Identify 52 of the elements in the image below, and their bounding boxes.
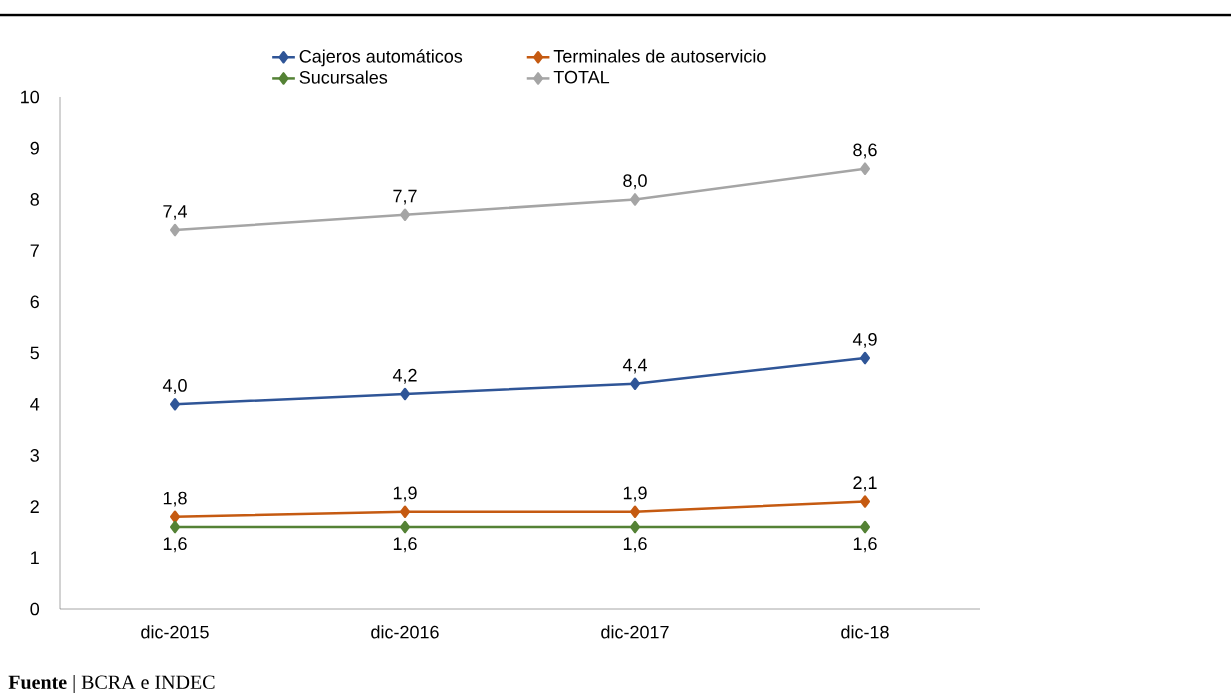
legend-label: Terminales de autoservicio bbox=[553, 49, 766, 63]
legend-label: Cajeros automáticos bbox=[299, 49, 463, 67]
data-label: 1,6 bbox=[853, 537, 877, 553]
data-label: 1,6 bbox=[623, 537, 647, 553]
x-tick-label: dic-2016 bbox=[371, 625, 439, 639]
point bbox=[170, 397, 180, 411]
data-label: 1,6 bbox=[393, 537, 417, 553]
y-tick-label: 6 bbox=[30, 295, 39, 309]
y-tick-label: 7 bbox=[30, 244, 39, 257]
point bbox=[170, 510, 180, 524]
y-tick-label: 2 bbox=[30, 500, 39, 513]
data-label: 4,9 bbox=[852, 332, 877, 348]
point bbox=[400, 208, 411, 222]
point bbox=[170, 223, 180, 237]
point bbox=[400, 505, 411, 518]
point bbox=[860, 351, 871, 365]
x-tick-label: dic-2017 bbox=[601, 625, 669, 639]
y-tick-label: 3 bbox=[30, 449, 39, 462]
data-label: 1,6 bbox=[163, 537, 187, 553]
point bbox=[400, 520, 411, 534]
data-label: 4,4 bbox=[622, 358, 647, 374]
x-tick-label: dic-18 bbox=[841, 625, 889, 639]
point bbox=[630, 505, 641, 518]
point bbox=[170, 520, 180, 534]
data-label: 4,0 bbox=[162, 379, 187, 394]
text: Fuente | BCRA e INDEC bbox=[8, 674, 215, 694]
data-label: 2,1 bbox=[853, 476, 877, 492]
y-tick-label: 0 bbox=[30, 602, 40, 616]
point bbox=[860, 495, 871, 508]
legend-label: Sucursales bbox=[299, 70, 388, 84]
data-label: 4,2 bbox=[392, 368, 417, 384]
data-label: 1,8 bbox=[163, 491, 187, 507]
y-tick-label: 1 bbox=[31, 551, 39, 564]
data-label: 1,9 bbox=[393, 486, 417, 502]
data-label: 8,6 bbox=[853, 143, 877, 159]
point bbox=[630, 377, 641, 390]
y-tick-label: 9 bbox=[30, 141, 39, 155]
point bbox=[630, 193, 641, 206]
legend-label: TOTAL bbox=[553, 70, 610, 84]
data-label: 7,4 bbox=[163, 205, 187, 220]
y-tick-label: 10 bbox=[21, 90, 40, 104]
point bbox=[400, 387, 411, 401]
data-label: 7,7 bbox=[393, 189, 417, 205]
y-tick-label: 5 bbox=[30, 346, 39, 360]
point bbox=[630, 520, 641, 534]
point bbox=[860, 520, 871, 534]
y-tick-label: 4 bbox=[30, 398, 40, 411]
point bbox=[860, 162, 871, 175]
x-tick-label: dic-2015 bbox=[141, 625, 209, 639]
data-label: 8,0 bbox=[623, 174, 647, 190]
y-tick-label: 8 bbox=[30, 193, 39, 206]
data-label: 1,9 bbox=[623, 486, 647, 502]
